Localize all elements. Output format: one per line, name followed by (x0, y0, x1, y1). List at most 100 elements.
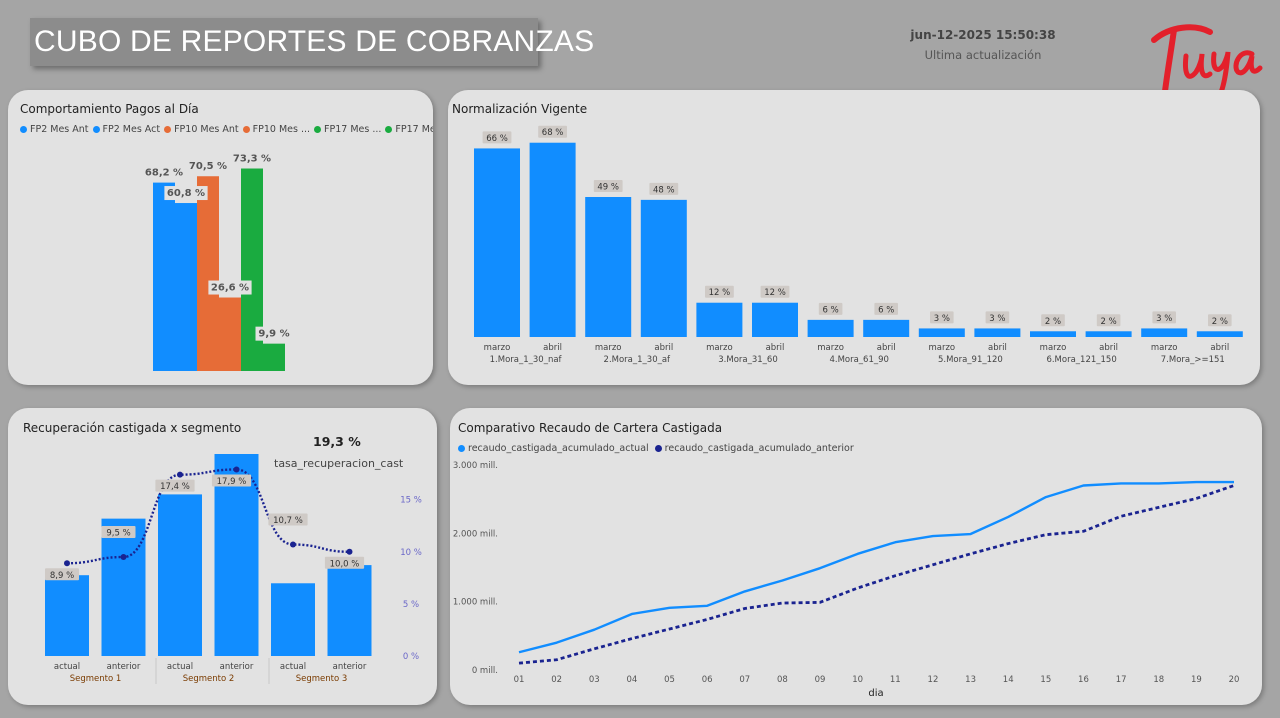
line-point (120, 554, 127, 560)
legend-item[interactable]: FP17 Mes ... (385, 124, 433, 135)
kpi-label: tasa_recuperacion_cast (274, 457, 404, 470)
bar (585, 197, 632, 337)
data-label-bg (1208, 314, 1232, 327)
legend-dot (164, 126, 172, 133)
x-tick-label: actual (167, 662, 193, 672)
x-tick-label: 20 (1229, 675, 1240, 685)
bar (640, 199, 687, 337)
bar (752, 302, 798, 337)
x-tick-label: abril (654, 343, 673, 353)
data-label: 66 % (486, 134, 508, 144)
x-tick-label: actual (280, 662, 306, 672)
x-tick-label: 11 (890, 675, 901, 685)
legend-item[interactable]: recaudo_castigada_acumulado_actual (458, 443, 649, 454)
data-label: 26,6 % (211, 283, 249, 294)
card-recaudo: Comparativo Recaudo de Cartera Castigada… (450, 408, 1262, 705)
legend-item[interactable]: FP2 Mes Ant (20, 124, 89, 135)
x-tick-label: marzo (817, 343, 844, 353)
bar (529, 142, 576, 337)
data-label: 6 % (823, 305, 839, 315)
data-label-bg (324, 556, 365, 569)
data-label-bg (1096, 314, 1121, 327)
y-tick-label: 15 % (400, 496, 422, 506)
pagos-chart: 68,2 % 60,8 % 70,5 % 26,6 % 73,3 % 9,9 % (145, 154, 293, 371)
recaudo-chart: 0 mill. 1.000 mill. 2.000 mill. 3.000 mill.… (453, 461, 1240, 699)
x-tick-label: marzo (1151, 343, 1178, 353)
x-tick-label: 03 (589, 675, 600, 685)
bar (974, 328, 1021, 337)
data-label-bg (482, 131, 512, 144)
data-label-bg (760, 285, 790, 298)
card-normalizacion: Normalización Vigente 66 % marzo 68 % abril… (448, 90, 1260, 385)
group-label: Segmento 3 (296, 674, 348, 684)
legend-item[interactable]: FP2 Mes Act (92, 124, 160, 135)
data-label-bg (255, 326, 293, 341)
data-label: 3 % (934, 314, 950, 324)
data-label-bg (705, 285, 734, 298)
x-tick-label: abril (1099, 343, 1118, 353)
bar (158, 494, 202, 656)
bar (271, 583, 315, 656)
data-label: 9,9 % (258, 329, 289, 340)
legend-label: recaudo_castigada_acumulado_anterior (664, 443, 854, 454)
x-tick-label: 15 (1040, 675, 1051, 685)
legend-dot (242, 126, 250, 133)
legend-dot (20, 126, 27, 133)
x-tick-label: 09 (815, 675, 826, 685)
legend-item[interactable]: recaudo_castigada_acumulado_anterior (654, 443, 854, 454)
x-tick-label: marzo (928, 343, 955, 353)
group-label: 5.Mora_91_120 (938, 355, 1003, 365)
bar (1030, 331, 1076, 337)
x-tick-label: anterior (220, 662, 254, 672)
x-tick-label: 06 (702, 675, 713, 685)
card-pagos: Comportamiento Pagos al Día FP2 Mes Ant … (8, 90, 433, 385)
data-label: 8,9 % (50, 571, 74, 581)
x-tick-label: 13 (965, 675, 976, 685)
x-tick-label: abril (988, 343, 1007, 353)
data-label: 6 % (878, 305, 894, 315)
group-label: 3.Mora_31_60 (718, 355, 777, 365)
data-label: 3 % (989, 314, 1005, 324)
x-tick-label: 16 (1078, 675, 1089, 685)
x-tick-label: 02 (551, 675, 562, 685)
x-tick-label: 10 (852, 675, 863, 685)
legend-item[interactable]: FP10 Mes Ant (164, 124, 239, 135)
data-label-bg (45, 568, 79, 581)
line-point (177, 471, 183, 478)
line-series (518, 484, 1235, 665)
line-point (64, 560, 70, 567)
line-point (290, 541, 296, 548)
y-tick-label: 1.000 mill. (453, 598, 498, 608)
data-label: 2 % (1045, 317, 1061, 327)
pagos-legend: FP2 Mes Ant FP2 Mes Act FP10 Mes Ant FP1… (20, 124, 433, 135)
legend-dot (458, 445, 465, 452)
data-label-bg (538, 125, 567, 138)
data-label-bg (818, 302, 843, 315)
bar (327, 565, 372, 656)
data-label: 60,8 % (167, 188, 205, 199)
x-tick-label: anterior (333, 662, 367, 672)
legend-item[interactable]: FP17 Mes ... (314, 124, 381, 135)
y-tick-label: 3.000 mill. (453, 461, 498, 471)
legend-dot (314, 126, 322, 133)
data-label-bg (211, 474, 252, 487)
x-tick-label: actual (54, 662, 80, 672)
legend-label: recaudo_castigada_acumulado_actual (468, 443, 649, 454)
data-label-bg (268, 513, 308, 526)
recuperacion-title: Recuperación castigada x segmento (23, 421, 242, 435)
data-label: 49 % (597, 183, 619, 193)
group-label: 1.Mora_1_30_naf (490, 355, 563, 365)
last-update-timestamp: jun-12-2025 15:50:38 (910, 28, 1056, 42)
x-tick-label: marzo (484, 343, 511, 353)
legend-dot (385, 126, 393, 133)
x-tick-label: marzo (706, 343, 733, 353)
data-label-bg (649, 182, 679, 195)
data-label: 70,5 % (189, 161, 227, 172)
legend-item[interactable]: FP10 Mes ... (242, 124, 311, 135)
bar (474, 148, 520, 337)
legend-label: FP10 Mes ... (252, 124, 311, 135)
x-tick-label: marzo (1040, 343, 1067, 353)
x-tick-label: 07 (739, 675, 750, 685)
dashboard-title-box: CUBO DE REPORTES DE COBRANZAS (30, 18, 594, 66)
data-label-bg (593, 180, 623, 192)
